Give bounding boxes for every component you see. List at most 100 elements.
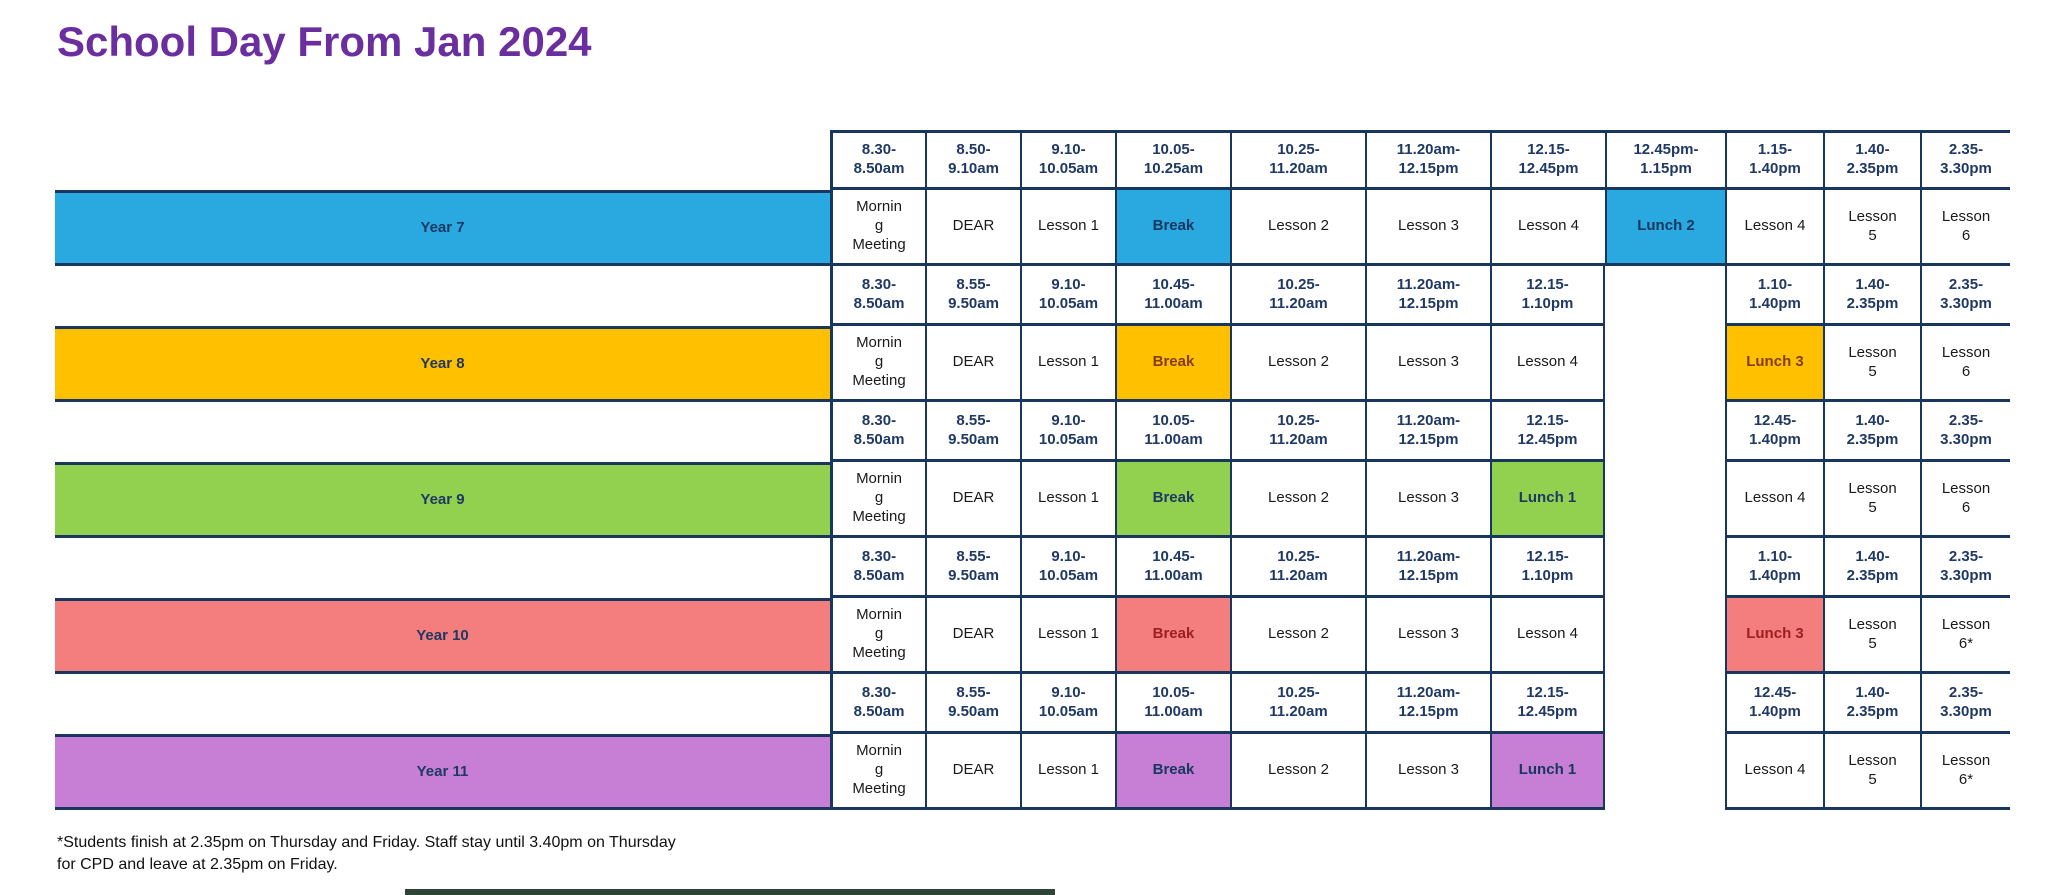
- period-label: Lesson 1: [1038, 217, 1099, 235]
- time-label: 2.35- 3.30pm: [1940, 275, 1992, 312]
- time-label: 10.25- 11.20am: [1269, 547, 1328, 584]
- period-highlight-label: Break: [1152, 353, 1195, 371]
- period-label: DEAR: [952, 217, 995, 235]
- period-cell: Break: [1115, 598, 1230, 674]
- time-cell: 1.40- 2.35pm: [1823, 130, 1920, 190]
- time-cell: 11.20am- 12.15pm: [1365, 402, 1490, 462]
- period-cell: DEAR: [925, 326, 1020, 402]
- time-label: 10.45- 11.00am: [1144, 547, 1203, 584]
- time-label: 10.25- 11.20am: [1269, 411, 1328, 448]
- period-cell: Mornin g Meeting: [830, 326, 925, 402]
- period-label: DEAR: [952, 625, 995, 643]
- time-cell: 8.30- 8.50am: [830, 674, 925, 734]
- period-label: Lesson 3: [1398, 625, 1459, 643]
- time-label: 2.35- 3.30pm: [1940, 411, 1992, 448]
- period-label: DEAR: [952, 761, 995, 779]
- period-cell: Lesson 5: [1823, 734, 1920, 810]
- time-label: 12.15- 12.45pm: [1517, 411, 1578, 448]
- time-cell: 10.05- 11.00am: [1115, 402, 1230, 462]
- year-group: 8.30- 8.50am 8.50- 9.10am 9.10- 10.05am 10.…: [55, 130, 2010, 266]
- period-highlight-label: Break: [1152, 625, 1195, 643]
- period-cell: Lesson 3: [1365, 598, 1490, 674]
- period-gap: [1605, 598, 1725, 674]
- period-highlight-label: Lunch 3: [1746, 625, 1804, 643]
- time-label: 1.40- 2.35pm: [1846, 547, 1899, 584]
- period-cell: Lesson 5: [1823, 190, 1920, 266]
- period-cell: Lesson 2: [1230, 734, 1365, 810]
- time-cell: 2.35- 3.30pm: [1920, 674, 2010, 734]
- period-cell: Lunch 1: [1490, 734, 1605, 810]
- year-label: Year 7: [420, 218, 465, 236]
- year-band: Year 7: [55, 190, 830, 266]
- time-cell: 1.40- 2.35pm: [1823, 674, 1920, 734]
- time-cell: 1.15- 1.40pm: [1725, 130, 1823, 190]
- time-label: 9.10- 10.05am: [1038, 275, 1099, 312]
- period-cell: Lesson 3: [1365, 326, 1490, 402]
- period-cell: Lesson 1: [1020, 462, 1115, 538]
- time-label: 1.40- 2.35pm: [1846, 411, 1899, 448]
- time-cell: 12.45- 1.40pm: [1725, 402, 1823, 462]
- period-cell: Lunch 1: [1490, 462, 1605, 538]
- time-cell: 12.15- 12.45pm: [1490, 402, 1605, 462]
- time-cell: 8.55- 9.50am: [925, 674, 1020, 734]
- time-label: 1.40- 2.35pm: [1846, 141, 1899, 177]
- time-label: 8.30- 8.50am: [853, 141, 905, 177]
- time-cell: 9.10- 10.05am: [1020, 674, 1115, 734]
- period-highlight-label: Lunch 1: [1518, 489, 1577, 507]
- period-label: Mornin g Meeting: [852, 334, 906, 389]
- bottom-bar: [405, 889, 1055, 895]
- period-label: Lesson 2: [1268, 353, 1329, 371]
- time-label: 8.30- 8.50am: [853, 275, 905, 312]
- time-cell: 9.10- 10.05am: [1020, 538, 1115, 598]
- time-cell: 10.45- 11.00am: [1115, 538, 1230, 598]
- period-cell: Mornin g Meeting: [830, 190, 925, 266]
- time-cell: 12.15- 1.10pm: [1490, 538, 1605, 598]
- period-label: Mornin g Meeting: [852, 470, 906, 525]
- period-cell: Lesson 6: [1920, 462, 2010, 538]
- period-label: Lesson 3: [1398, 353, 1459, 371]
- time-label: 12.15- 12.45pm: [1517, 683, 1578, 720]
- time-label: 10.25- 11.20am: [1269, 275, 1328, 312]
- time-cell: 8.30- 8.50am: [830, 130, 925, 190]
- period-label: Lesson 6: [1941, 207, 1991, 244]
- period-cell: Lesson 6*: [1920, 734, 2010, 810]
- time-label: 11.20am- 12.15pm: [1396, 275, 1461, 312]
- period-cell: Lesson 5: [1823, 326, 1920, 402]
- period-highlight-label: Break: [1152, 761, 1195, 779]
- period-label: Lesson 3: [1398, 489, 1459, 507]
- time-label: 11.20am- 12.15pm: [1396, 141, 1461, 177]
- period-gap: [1605, 462, 1725, 538]
- time-cell: 12.45- 1.40pm: [1725, 674, 1823, 734]
- period-cell: Break: [1115, 734, 1230, 810]
- period-label: Lesson 5: [1848, 479, 1897, 516]
- time-label: 1.40- 2.35pm: [1846, 683, 1899, 720]
- period-cell: Lesson 4: [1490, 190, 1605, 266]
- period-cell: Lunch 3: [1725, 326, 1823, 402]
- time-cell: 2.35- 3.30pm: [1920, 402, 2010, 462]
- time-cell: 10.25- 11.20am: [1230, 130, 1365, 190]
- time-cell: 8.55- 9.50am: [925, 266, 1020, 326]
- period-label: DEAR: [952, 489, 995, 507]
- year-band: Year 9: [55, 462, 830, 538]
- time-gap: [1605, 538, 1725, 598]
- period-label: Lesson 1: [1038, 489, 1099, 507]
- period-cell: Lesson 4: [1490, 598, 1605, 674]
- time-label: 1.10- 1.40pm: [1749, 275, 1801, 312]
- period-gap: [1605, 326, 1725, 402]
- period-highlight-label: Lunch 2: [1637, 217, 1695, 235]
- time-cell: 1.40- 2.35pm: [1823, 402, 1920, 462]
- period-label: Lesson 2: [1268, 761, 1329, 779]
- period-gap: [1605, 734, 1725, 810]
- period-label: Lesson 5: [1848, 343, 1897, 380]
- year-band: Year 8: [55, 326, 830, 402]
- period-label: Lesson 3: [1398, 761, 1459, 779]
- period-label: Lesson 3: [1398, 217, 1459, 235]
- year-band: Year 11: [55, 734, 830, 810]
- period-highlight-label: Lunch 3: [1746, 353, 1804, 371]
- period-label: Lesson 2: [1268, 217, 1329, 235]
- time-cell: 8.30- 8.50am: [830, 266, 925, 326]
- period-cell: Mornin g Meeting: [830, 734, 925, 810]
- period-cell: Lesson 4: [1725, 734, 1823, 810]
- period-cell: Mornin g Meeting: [830, 598, 925, 674]
